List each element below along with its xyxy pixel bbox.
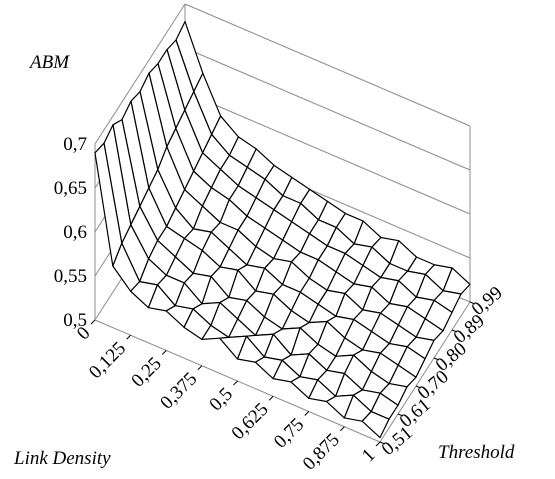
tick-mark bbox=[161, 350, 167, 355]
tick-mark bbox=[197, 365, 203, 371]
x-tick-label: 1 bbox=[358, 445, 380, 467]
z-axis-title: ABM bbox=[28, 52, 70, 73]
tick-mark bbox=[433, 357, 440, 361]
x-tick-label: 0,625 bbox=[228, 399, 273, 444]
x-tick-label: 0,125 bbox=[85, 338, 130, 383]
z-tick-label: 0,55 bbox=[54, 266, 87, 287]
grid-line bbox=[94, 3, 186, 145]
x-tick-label: 0,375 bbox=[156, 368, 201, 413]
tick-mark bbox=[126, 334, 131, 340]
tick-mark bbox=[415, 385, 422, 389]
tick-mark bbox=[304, 411, 310, 416]
z-tick-label: 0,7 bbox=[63, 134, 87, 155]
tick-mark bbox=[397, 413, 404, 417]
x-tick-label: 0,25 bbox=[127, 353, 165, 391]
x-axis-title: Link Density bbox=[13, 448, 111, 469]
grid-line bbox=[184, 91, 471, 215]
z-tick-label: 0,65 bbox=[54, 178, 87, 199]
tick-mark bbox=[469, 301, 476, 305]
axis-line bbox=[379, 301, 471, 443]
tick-mark bbox=[268, 395, 274, 401]
grid-line bbox=[184, 47, 471, 171]
grid-line bbox=[184, 3, 471, 127]
tick-mark bbox=[233, 380, 238, 386]
y-axis-title: Threshold bbox=[438, 442, 515, 463]
x-tick-label: 0,875 bbox=[299, 429, 344, 474]
x-tick-label: 0,75 bbox=[270, 414, 308, 452]
tick-mark bbox=[379, 441, 386, 445]
tick-mark bbox=[375, 441, 381, 447]
x-tick-label: 0,5 bbox=[205, 384, 237, 416]
tick-mark bbox=[90, 319, 96, 325]
z-tick-label: 0,5 bbox=[63, 310, 87, 331]
surface-cell bbox=[361, 410, 390, 439]
tick-mark bbox=[340, 426, 345, 432]
tick-mark bbox=[451, 329, 458, 333]
z-tick-label: 0,6 bbox=[63, 222, 87, 243]
